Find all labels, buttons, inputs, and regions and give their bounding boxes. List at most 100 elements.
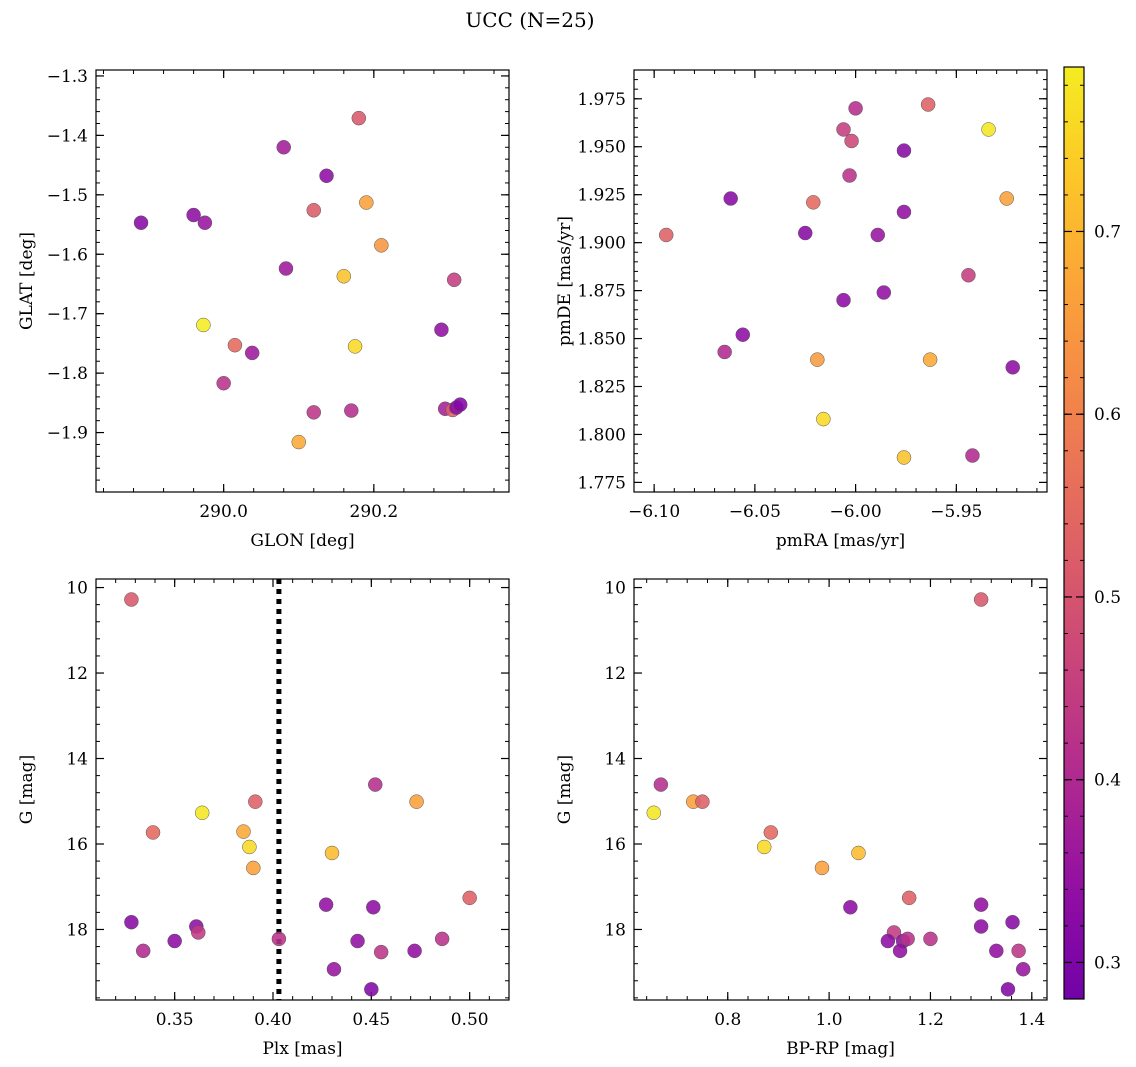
x-tick-label: 1.4: [1018, 1010, 1045, 1030]
scatter-point: [434, 322, 449, 337]
x-axis-label: GLON [deg]: [250, 531, 354, 551]
scatter-point: [735, 327, 751, 342]
y-tick-label: 1.850: [577, 330, 626, 350]
y-tick-label: 1.925: [577, 186, 626, 206]
scatter-point: [973, 919, 989, 934]
scatter-point: [276, 140, 291, 155]
scatter-point: [196, 317, 211, 333]
scatter-point: [350, 933, 365, 949]
panel-plx-g: 0.35 0.40 0.45 0.50 10 12 14 16 18 Plx [mas] G [ma…: [17, 578, 510, 1059]
scatter-point: [961, 267, 976, 283]
y-tick-label: 1.900: [577, 234, 626, 254]
x-tick-label: 1.0: [816, 1010, 843, 1030]
scatter-point: [658, 227, 674, 243]
scatter-point: [876, 285, 892, 300]
x-tick-label: −5.95: [930, 502, 982, 522]
scatter-point: [452, 397, 468, 412]
scatter-point: [756, 839, 772, 855]
scatter-point: [167, 933, 182, 949]
colorbar-gradient: [1063, 66, 1085, 1000]
y-tick-label: 12: [66, 664, 88, 684]
scatter-point: [965, 448, 980, 463]
y-tick-label: −1.9: [47, 424, 88, 444]
x-tick-label: 0.45: [352, 1010, 390, 1030]
scatter-point: [989, 943, 1004, 959]
scatter-point: [246, 860, 261, 876]
x-axis-label: Plx [mas]: [262, 1039, 342, 1059]
scatter-point: [851, 845, 866, 861]
y-axis-label: pmDE [mas/yr]: [555, 216, 575, 346]
y-axis-label: GLAT [deg]: [17, 232, 37, 330]
scatter-point: [844, 133, 859, 149]
scatter-point: [135, 943, 151, 959]
y-axis-label: G [mag]: [555, 755, 575, 824]
y-tick-label: 16: [604, 835, 626, 855]
scatter-point: [236, 824, 251, 839]
colorbar: 0.3 0.4 0.5 0.6 0.7: [1063, 66, 1121, 1000]
scatter-point: [244, 345, 260, 361]
scatter-point: [646, 805, 662, 821]
scatter-point: [922, 352, 938, 367]
scatter-point: [717, 344, 732, 360]
scatter-point: [814, 860, 830, 876]
scatter-point: [364, 982, 379, 997]
y-tick-label: −1.4: [47, 126, 88, 146]
y-tick-label: 18: [604, 920, 626, 940]
scatter-point: [351, 110, 367, 126]
scatter-point: [242, 839, 257, 855]
panel-bprp-g: 0.8 1.0 1.2 1.4 10 12 14 16 18 BP-RP [mag] G [mag]: [555, 578, 1048, 1059]
scatter-point: [306, 203, 322, 218]
scatter-point: [816, 411, 831, 427]
colorbar-tick-label: 0.4: [1094, 771, 1121, 791]
y-tick-label: 1.775: [577, 473, 626, 493]
x-tick-label: 1.2: [917, 1010, 944, 1030]
scatter-point: [278, 261, 294, 276]
y-tick-label: 10: [66, 579, 88, 599]
scatter-point: [848, 101, 863, 116]
y-tick-label: 10: [604, 579, 626, 599]
y-tick-label: −1.5: [47, 186, 88, 206]
x-tick-label: −6.00: [830, 502, 882, 522]
scatter-point: [291, 434, 306, 450]
scatter-point: [901, 890, 917, 906]
y-tick-label: 1.800: [577, 425, 626, 445]
scatter-point: [843, 900, 858, 915]
y-tick-label: −1.3: [47, 67, 88, 87]
x-tick-label: 0.50: [451, 1010, 489, 1030]
scatter-point: [900, 931, 915, 947]
y-tick-label: 18: [66, 920, 88, 940]
scatter-point: [695, 794, 710, 809]
scatter-point: [318, 897, 334, 912]
scatter-point: [366, 900, 381, 915]
scatter-point: [896, 450, 912, 465]
scatter-point: [446, 272, 462, 288]
scatter-point: [145, 825, 161, 840]
scatter-point: [923, 931, 938, 947]
y-axis-label: G [mag]: [17, 755, 37, 824]
y-tick-label: 14: [66, 750, 88, 770]
scatter-point: [981, 122, 996, 137]
scatter-point: [227, 337, 243, 353]
scatter-point: [763, 825, 779, 840]
scatter-point: [973, 592, 989, 607]
x-axis-label: pmRA [mas/yr]: [776, 531, 905, 551]
x-tick-label: 290.0: [199, 502, 248, 522]
x-axis-label: BP-RP [mag]: [786, 1039, 895, 1059]
scatter-point: [434, 931, 450, 947]
scatter-point: [336, 268, 352, 284]
y-tick-label: −1.6: [47, 245, 88, 265]
scatter-point: [186, 207, 201, 223]
x-tick-label: 0.8: [714, 1010, 741, 1030]
y-tick-label: 1.975: [577, 90, 626, 110]
scatter-point: [1000, 982, 1016, 997]
y-tick-label: 14: [604, 750, 626, 770]
scatter-point: [409, 794, 424, 809]
colorbar-tick-label: 0.5: [1094, 588, 1121, 608]
scatter-point: [1015, 961, 1031, 977]
panel-pmra-pmde: −6.10 −6.05 −6.00 −5.95 1.775 1.800 1.825 1.850…: [555, 69, 1048, 551]
panel-glon-glat: 290.0 290.2 −1.3 −1.4 −1.5 −1.6 −1.7 −1.8 −1.9 GL…: [17, 67, 510, 551]
scatter-point: [896, 204, 912, 220]
scatter-point: [324, 845, 340, 861]
scatter-point: [194, 805, 210, 821]
